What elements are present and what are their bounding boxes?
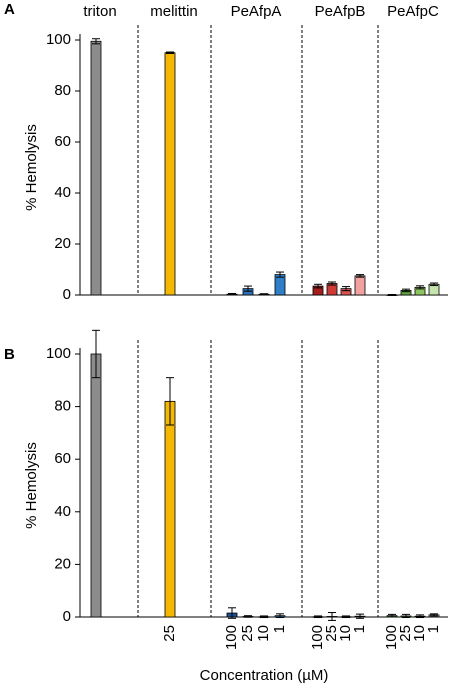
- x-tick-label: 1: [271, 625, 288, 633]
- y-tick-label: 100: [46, 31, 71, 48]
- y-tick-label: 80: [54, 82, 71, 99]
- group-label: triton: [83, 3, 116, 20]
- group-label: PeAfpC: [387, 3, 439, 20]
- x-tick-label: 1: [351, 625, 368, 633]
- y-tick-label: 0: [63, 286, 71, 303]
- y-tick-label: 60: [54, 450, 71, 467]
- y-tick-label: 40: [54, 184, 71, 201]
- group-label: PeAfpA: [231, 3, 282, 20]
- y-tick-label: 20: [54, 555, 71, 572]
- x-tick-label: 10: [411, 625, 428, 642]
- y-axis-label: % Hemolysis: [23, 442, 40, 529]
- y-tick-label: 60: [54, 133, 71, 150]
- y-axis-label: % Hemolysis: [23, 124, 40, 211]
- x-tick-label: 100: [383, 625, 400, 650]
- bar: [164, 400, 176, 618]
- panel-label: A: [4, 1, 15, 18]
- group-label: PeAfpB: [315, 3, 366, 20]
- x-axis-label: Concentration (µM): [200, 667, 329, 684]
- y-tick-label: 20: [54, 235, 71, 252]
- x-tick-label: 25: [397, 625, 414, 642]
- panel-label: B: [4, 346, 15, 363]
- x-tick-label: 10: [255, 625, 272, 642]
- x-tick-label: 25: [323, 625, 340, 642]
- x-tick-label: 10: [337, 625, 354, 642]
- bar: [90, 353, 102, 618]
- x-tick-label: 100: [309, 625, 326, 650]
- y-tick-label: 40: [54, 503, 71, 520]
- x-tick-label: 100: [223, 625, 240, 650]
- bar: [274, 274, 286, 296]
- x-tick-label: 25: [161, 625, 178, 642]
- bar: [90, 40, 102, 296]
- group-label: melittin: [150, 3, 198, 20]
- x-tick-label: 25: [239, 625, 256, 642]
- y-tick-label: 80: [54, 398, 71, 415]
- bar: [164, 52, 176, 296]
- y-tick-label: 100: [46, 345, 71, 362]
- x-tick-label: 1: [425, 625, 442, 633]
- bar: [354, 275, 366, 296]
- y-tick-label: 0: [63, 608, 71, 625]
